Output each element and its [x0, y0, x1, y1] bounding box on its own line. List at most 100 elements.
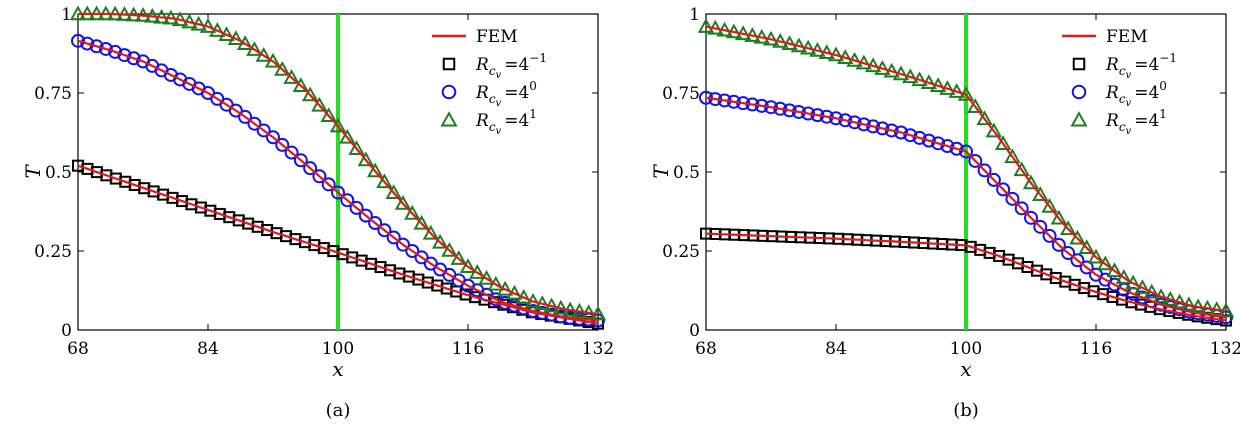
data-point — [376, 173, 393, 189]
x-tick-label: 132 — [1210, 339, 1240, 359]
legend-label: FEM — [1106, 27, 1148, 47]
data-point — [247, 116, 262, 131]
data-point — [236, 35, 254, 50]
y-tick-label: 0.5 — [45, 163, 72, 183]
x-tick-label: 68 — [67, 339, 89, 359]
y-tick-label: 0.75 — [34, 84, 72, 104]
data-point — [283, 69, 300, 84]
data-point — [866, 119, 881, 134]
data-point — [1050, 209, 1068, 225]
data-point — [329, 117, 347, 133]
data-point — [98, 41, 113, 56]
x-tick-label: 132 — [582, 339, 614, 359]
x-axis-label: x — [960, 357, 971, 381]
data-point — [274, 60, 291, 76]
data-point — [1041, 197, 1058, 213]
data-point — [377, 223, 392, 238]
data-point — [1014, 201, 1029, 216]
y-tick-label: 0.75 — [662, 84, 700, 104]
data-point — [994, 135, 1012, 150]
data-point — [1032, 186, 1049, 201]
y-tick-label: 0.5 — [673, 163, 700, 183]
fem-line — [705, 25, 1227, 313]
y-axis-label: T — [649, 164, 673, 179]
panel-caption: (a) — [326, 400, 351, 421]
data-point — [238, 109, 253, 124]
data-point — [1079, 260, 1094, 275]
y-tick-label: 0.25 — [662, 242, 700, 262]
data-point — [266, 130, 280, 145]
data-point — [320, 107, 337, 122]
data-point — [959, 144, 973, 159]
data-point — [228, 103, 243, 118]
data-point — [847, 115, 862, 130]
legend-label: Rcv=40 — [1105, 79, 1167, 109]
data-point — [264, 52, 282, 68]
data-point — [856, 117, 871, 132]
legend-marker-swatch — [1070, 111, 1088, 127]
data-point — [368, 216, 383, 231]
fem-line — [705, 232, 1227, 322]
x-tick-label: 116 — [1080, 339, 1112, 359]
fem-line — [705, 96, 1227, 319]
data-point — [487, 275, 505, 291]
x-axis-label: x — [332, 357, 343, 381]
data-point — [256, 123, 271, 138]
data-point — [301, 86, 319, 102]
legend-label: Rcv=4−1 — [475, 51, 547, 81]
data-point — [912, 130, 927, 145]
legend-marker-swatch — [1072, 57, 1086, 71]
fem-line — [78, 12, 599, 316]
data-point — [340, 193, 355, 208]
data-point — [697, 18, 715, 33]
data-point — [949, 141, 964, 156]
panel-caption: (b) — [953, 400, 979, 421]
x-tick-label: 116 — [452, 339, 484, 359]
panel-b: 68 84 100 116 132 0 0.25 0.5 0.75 1 x T (b) FEM Rcv=4−… — [649, 5, 1240, 421]
data-point — [1005, 191, 1020, 206]
panel-a: 68 84 100 116 132 0 0.25 0.5 0.75 1 x T (a) FEM Rcv=4−… — [21, 5, 614, 421]
data-point — [255, 46, 272, 62]
data-point — [339, 128, 356, 144]
data-point — [431, 233, 449, 249]
data-point — [80, 36, 95, 51]
data-point — [1051, 237, 1066, 252]
data-point — [331, 185, 345, 200]
fem-line — [77, 164, 599, 325]
y-tick-label: 1 — [61, 5, 72, 25]
data-point — [1061, 246, 1076, 261]
data-point — [1097, 255, 1114, 271]
data-point — [1024, 210, 1038, 225]
data-point — [921, 133, 936, 148]
fem-line — [77, 39, 599, 322]
x-tick-label: 68 — [695, 339, 717, 359]
legend-marker-swatch — [440, 111, 458, 127]
data-point — [1106, 262, 1123, 278]
data-point — [441, 241, 458, 257]
data-point — [894, 125, 908, 140]
data-point — [303, 161, 318, 176]
series-circle — [71, 33, 605, 328]
data-point — [1013, 161, 1030, 177]
data-point — [108, 44, 123, 59]
data-point — [976, 110, 993, 126]
data-point — [903, 128, 918, 143]
legend-marker-swatch — [442, 57, 456, 71]
data-point — [292, 77, 310, 92]
data-point — [1022, 174, 1040, 190]
data-point — [1059, 220, 1077, 236]
data-point — [71, 33, 85, 48]
data-point — [977, 163, 992, 178]
data-point — [357, 151, 375, 167]
data-point — [293, 153, 308, 168]
data-point — [89, 39, 104, 54]
data-point — [284, 145, 299, 160]
y-tick-label: 1 — [689, 5, 700, 25]
data-point — [348, 140, 365, 155]
data-point — [246, 41, 263, 56]
data-point — [488, 292, 503, 307]
data-point — [1078, 239, 1095, 255]
y-tick-label: 0 — [61, 321, 72, 341]
data-point — [311, 96, 328, 112]
